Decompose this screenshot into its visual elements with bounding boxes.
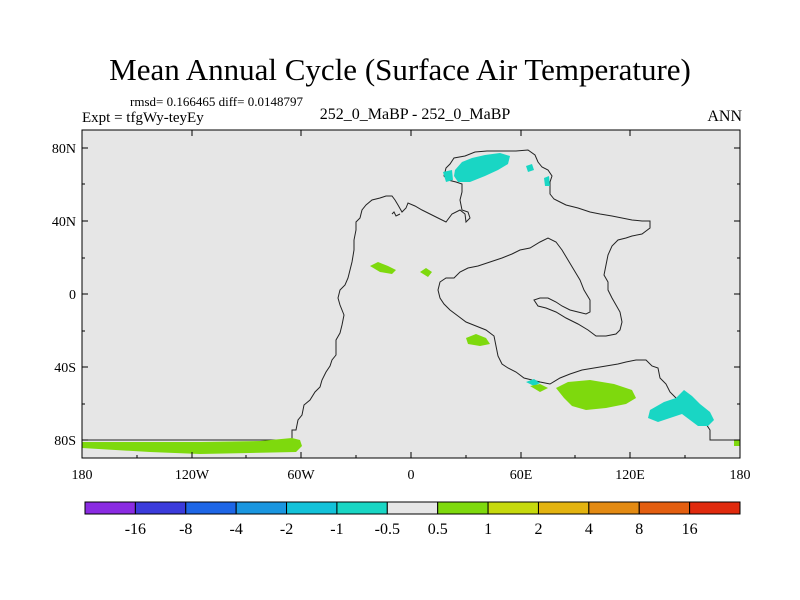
plot-title: Mean Annual Cycle (Surface Air Temperatu…: [109, 52, 691, 87]
pos-anomaly-tropic1: [370, 262, 396, 274]
colorbar-label: -4: [229, 521, 242, 538]
y-label-0: 0: [69, 288, 76, 303]
colorbar-swatch: [336, 501, 388, 515]
pos-anomaly-antarctic: [82, 438, 302, 454]
colorbar-swatch: [437, 501, 489, 515]
colorbar-label: 16: [682, 521, 698, 538]
anomaly-patches: [82, 153, 740, 454]
colorbar-label: 4: [585, 521, 593, 538]
colorbar-swatch: [84, 501, 136, 515]
pos-anomaly-south3: [530, 384, 548, 392]
x-label-180w: 180: [72, 468, 93, 483]
colorbar-label: -2: [280, 521, 293, 538]
colorbar-swatch: [638, 501, 691, 515]
colorbar-swatch: [588, 501, 640, 515]
pos-anomaly-south2: [556, 380, 636, 410]
neg-anomaly-arctic-small1: [443, 170, 453, 182]
colorbar-swatch: [689, 501, 741, 515]
neg-anomaly-arctic-small3: [544, 176, 550, 186]
colorbar-label: 1: [484, 521, 492, 538]
colorbar-labels: -16 -8 -4 -2 -1 -0.5 0.5 1 2 4 8 16: [125, 521, 698, 538]
pos-anomaly-south1: [466, 334, 490, 346]
pos-anomaly-tropic2: [420, 268, 432, 277]
season-label: ANN: [707, 108, 742, 125]
x-label-120e: 120E: [615, 468, 645, 483]
y-axis-labels: 80N 40N 0 40S 80S: [52, 142, 76, 449]
colorbar-swatch: [386, 501, 439, 515]
pos-anomaly-antarctic-east: [734, 440, 740, 446]
colorbar-label: -16: [125, 521, 146, 538]
neg-anomaly-arctic: [454, 153, 510, 182]
y-label-80n: 80N: [52, 142, 76, 157]
continent-outline: [82, 149, 740, 441]
neg-anomaly-south-small: [526, 379, 540, 386]
colorbar-label: 8: [635, 521, 643, 538]
colorbar-label: 2: [534, 521, 542, 538]
x-label-180e: 180: [730, 468, 751, 483]
colorbar-swatch: [235, 501, 288, 515]
colorbar-swatch: [487, 501, 539, 515]
colorbar-label: -1: [330, 521, 343, 538]
rmsd-stats: rmsd= 0.166465 diff= 0.0148797: [130, 94, 303, 109]
colorbar: [84, 501, 741, 515]
colorbar-label: -0.5: [375, 521, 400, 538]
colorbar-label: 0.5: [428, 521, 448, 538]
colorbar-swatch: [185, 501, 237, 515]
experiment-label: Expt = tfgWy-teyEy: [82, 110, 204, 126]
y-label-40s: 40S: [54, 361, 76, 376]
case-label: 252_0_MaBP - 252_0_MaBP: [319, 106, 511, 123]
colorbar-swatch: [537, 501, 590, 515]
y-label-80s: 80S: [54, 434, 76, 449]
neg-anomaly-arctic-small2: [526, 164, 534, 172]
colorbar-swatch: [286, 501, 338, 515]
x-axis-ticks: [81, 130, 686, 458]
neg-anomaly-southeast: [648, 390, 714, 426]
x-label-60w: 60W: [287, 468, 315, 483]
x-label-60e: 60E: [510, 468, 533, 483]
x-label-120w: 120W: [175, 468, 210, 483]
colorbar-swatch: [134, 501, 187, 515]
y-label-40n: 40N: [52, 215, 76, 230]
y-axis-ticks: [82, 147, 740, 441]
x-axis-labels: 180 120W 60W 0 60E 120E 180: [72, 468, 751, 483]
map-background: [82, 130, 740, 458]
x-label-0: 0: [408, 468, 415, 483]
colorbar-label: -8: [179, 521, 192, 538]
